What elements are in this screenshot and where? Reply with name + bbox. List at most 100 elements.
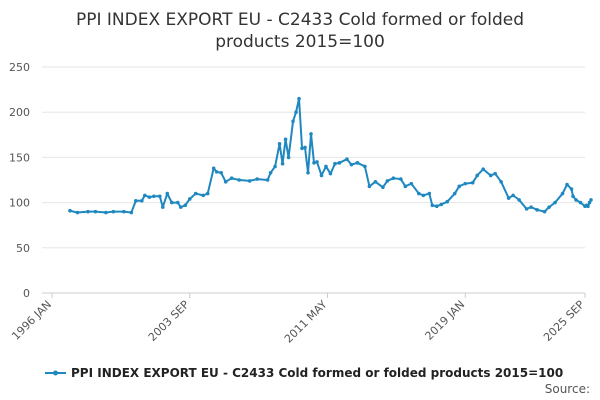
data-point[interactable]: [417, 191, 421, 196]
data-point[interactable]: [569, 187, 574, 191]
data-point[interactable]: [574, 198, 578, 202]
data-point[interactable]: [511, 193, 515, 198]
data-point[interactable]: [315, 160, 319, 164]
data-point[interactable]: [273, 164, 277, 169]
data-point[interactable]: [421, 193, 426, 198]
data-point[interactable]: [219, 170, 223, 175]
data-point[interactable]: [475, 173, 480, 178]
data-point[interactable]: [111, 209, 116, 214]
data-point[interactable]: [152, 194, 156, 199]
data-point[interactable]: [143, 193, 147, 198]
data-point[interactable]: [517, 198, 521, 202]
data-point[interactable]: [586, 204, 590, 209]
data-point[interactable]: [381, 185, 385, 190]
data-point[interactable]: [237, 178, 241, 182]
data-point[interactable]: [355, 161, 360, 165]
data-point[interactable]: [587, 200, 592, 205]
data-point[interactable]: [535, 208, 539, 212]
data-point[interactable]: [488, 173, 493, 178]
data-point[interactable]: [286, 155, 291, 160]
data-point[interactable]: [409, 181, 414, 186]
data-point[interactable]: [324, 164, 328, 169]
data-point[interactable]: [457, 184, 462, 189]
data-point[interactable]: [255, 177, 259, 181]
data-point[interactable]: [160, 205, 165, 209]
data-point[interactable]: [470, 180, 475, 185]
data-point[interactable]: [578, 200, 583, 205]
data-point[interactable]: [553, 200, 557, 205]
data-point[interactable]: [445, 199, 450, 204]
source-label[interactable]: Source:: [545, 382, 590, 396]
data-point[interactable]: [223, 180, 228, 184]
data-point[interactable]: [565, 182, 569, 187]
data-point[interactable]: [427, 191, 432, 196]
data-point[interactable]: [165, 191, 170, 196]
legend[interactable]: PPI INDEX EXPORT EU - C2433 Cold formed …: [45, 366, 563, 380]
data-point[interactable]: [385, 179, 390, 183]
data-point[interactable]: [229, 176, 234, 180]
data-point[interactable]: [140, 198, 144, 203]
data-point[interactable]: [303, 145, 307, 150]
data-point[interactable]: [187, 197, 192, 201]
data-point[interactable]: [493, 171, 497, 176]
data-point[interactable]: [104, 210, 108, 215]
data-point[interactable]: [291, 119, 295, 124]
data-point[interactable]: [506, 196, 511, 200]
data-point[interactable]: [337, 161, 342, 165]
data-point[interactable]: [403, 184, 408, 189]
data-point[interactable]: [265, 178, 270, 182]
data-point[interactable]: [349, 162, 354, 167]
data-point[interactable]: [571, 194, 575, 199]
data-point[interactable]: [129, 210, 134, 215]
data-point[interactable]: [589, 198, 593, 202]
data-point[interactable]: [294, 110, 298, 114]
data-point[interactable]: [86, 209, 90, 214]
data-point[interactable]: [183, 203, 188, 208]
data-point[interactable]: [175, 200, 180, 205]
data-point[interactable]: [169, 200, 174, 205]
data-point[interactable]: [499, 180, 503, 184]
data-point[interactable]: [312, 161, 316, 165]
data-point[interactable]: [439, 202, 444, 207]
data-point[interactable]: [333, 161, 337, 166]
data-point[interactable]: [122, 209, 126, 214]
data-point[interactable]: [280, 161, 285, 166]
data-point[interactable]: [434, 204, 439, 209]
data-point[interactable]: [283, 137, 288, 142]
data-point[interactable]: [542, 209, 547, 214]
data-point[interactable]: [277, 142, 282, 146]
data-point[interactable]: [147, 195, 152, 199]
data-point[interactable]: [463, 181, 468, 186]
data-point[interactable]: [193, 191, 198, 196]
data-point[interactable]: [68, 208, 72, 213]
data-point[interactable]: [328, 171, 333, 176]
data-point[interactable]: [547, 205, 551, 209]
data-point[interactable]: [300, 146, 304, 151]
data-point[interactable]: [373, 180, 378, 184]
data-point[interactable]: [211, 166, 216, 171]
data-point[interactable]: [247, 179, 252, 183]
data-point[interactable]: [134, 198, 138, 203]
data-point[interactable]: [363, 164, 367, 169]
data-point[interactable]: [529, 205, 533, 209]
data-point[interactable]: [268, 170, 273, 175]
data-point[interactable]: [452, 191, 457, 196]
data-point[interactable]: [306, 170, 310, 175]
data-point[interactable]: [481, 167, 485, 171]
data-point[interactable]: [345, 157, 349, 162]
data-point[interactable]: [560, 191, 565, 196]
data-point[interactable]: [524, 207, 529, 211]
data-point[interactable]: [205, 191, 210, 196]
data-point[interactable]: [430, 203, 435, 208]
data-point[interactable]: [319, 173, 324, 178]
data-point[interactable]: [201, 193, 206, 198]
data-point[interactable]: [157, 194, 162, 199]
data-point[interactable]: [178, 205, 183, 209]
data-point[interactable]: [367, 184, 372, 189]
data-point[interactable]: [75, 210, 80, 215]
data-point[interactable]: [93, 209, 98, 214]
data-point[interactable]: [399, 177, 403, 181]
data-point[interactable]: [309, 132, 313, 136]
data-point[interactable]: [214, 170, 219, 174]
data-point[interactable]: [297, 96, 301, 101]
